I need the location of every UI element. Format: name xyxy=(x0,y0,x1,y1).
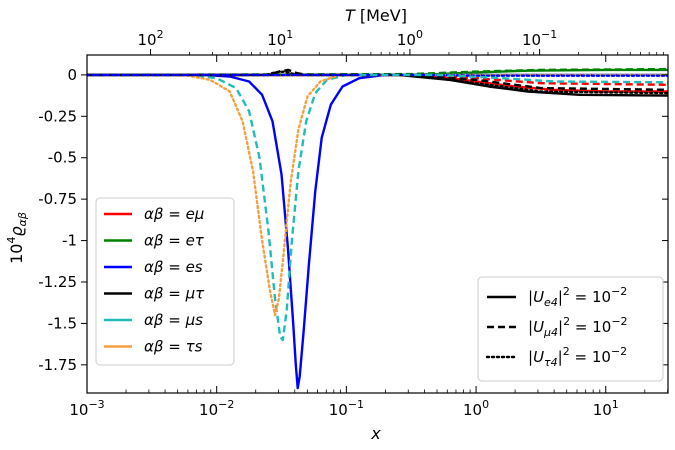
legend-right-label-0: |Ue4|2 = 10−2 xyxy=(528,285,627,309)
legend-left-label-4: αβ = μs xyxy=(144,311,203,329)
legend-left-label-5: αβ = τs xyxy=(144,338,203,356)
y-tick-label-5: -1.25 xyxy=(38,273,77,291)
series-line-4 xyxy=(87,73,668,342)
legend-mixing-angles: |Ue4|2 = 10−2 |Uμ4|2 = 10−2 |Uτ4|2 = 10−2 xyxy=(477,276,664,382)
top-tick-label-1: 101 xyxy=(267,28,293,49)
legend-right-label-1: |Uμ4|2 = 10−2 xyxy=(528,315,628,339)
series-line-11 xyxy=(359,73,668,84)
x-axis-label: x xyxy=(370,424,381,443)
legend-left-label-0: αβ = eμ xyxy=(144,205,204,223)
y-axis-label: 104ϱαβ xyxy=(5,212,29,264)
y-tick-label-0: 0 xyxy=(67,66,77,84)
x-tick-label-4: 101 xyxy=(593,398,619,419)
x-tick-label-3: 100 xyxy=(463,398,489,419)
legend-left-label-2: αβ = es xyxy=(144,258,203,276)
series-line-7 xyxy=(87,67,668,77)
y-tick-label-3: -0.75 xyxy=(38,190,77,208)
series-line-8 xyxy=(87,68,668,91)
y-tick-label-1: -0.25 xyxy=(38,107,77,125)
legend-flavor-pairs: αβ = eμ αβ = eτ αβ = es αβ = μτ αβ = μs αβ = … xyxy=(95,197,235,366)
legend-left-label-1: αβ = eτ xyxy=(144,232,205,250)
x-tick-label-1: 10−2 xyxy=(199,398,234,419)
y-tick-label-4: -1 xyxy=(62,232,77,250)
y-tick-label-6: -1.5 xyxy=(48,314,77,332)
plot-frame xyxy=(86,54,669,394)
y-tick-label-7: -1.75 xyxy=(38,356,77,374)
legend-right-label-2: |Uτ4|2 = 10−2 xyxy=(528,345,627,369)
series-lines xyxy=(87,67,668,390)
axis-ticks: 10−3 10−2 10−1 100 101 102 101 100 10−1 0 -0.25 -0.… xyxy=(38,28,669,419)
x-tick-label-0: 10−3 xyxy=(69,398,104,419)
legend-right-box xyxy=(477,276,664,382)
top-tick-label-2: 100 xyxy=(397,28,423,49)
x-tick-label-2: 10−1 xyxy=(329,398,364,419)
top-x-axis-label: T [MeV] xyxy=(345,6,407,25)
series-line-5 xyxy=(87,73,668,317)
series-line-2 xyxy=(87,73,668,390)
top-tick-label-0: 102 xyxy=(138,28,164,49)
y-tick-label-2: -0.5 xyxy=(48,149,77,167)
legend-left-label-3: αβ = μτ xyxy=(144,285,205,303)
top-tick-label-3: 10−1 xyxy=(522,28,557,49)
series-line-6 xyxy=(87,73,668,86)
